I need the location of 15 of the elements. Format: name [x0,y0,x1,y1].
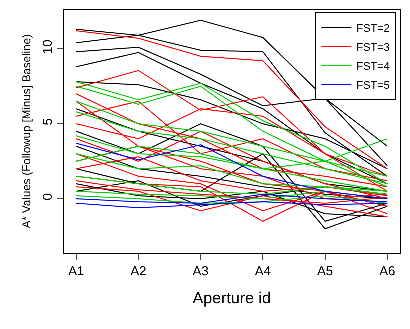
x-axis-title: Aperture id [192,290,272,308]
legend-label: FST=3 [356,42,390,54]
y-tick-label: 0 [40,193,55,201]
legend-label: FST=5 [356,80,390,92]
x-tick-label: A5 [317,264,334,279]
x-tick-label: A4 [255,264,272,279]
legend-label: FST=2 [356,23,390,36]
y-axis-title: A* Values (Followup [Minus] Baseline) [21,34,34,229]
y-tick-label: 5 [40,118,55,126]
x-tick-label: A2 [130,264,147,279]
x-tick-label: A6 [380,264,396,279]
x-tick-label: A3 [192,264,209,279]
legend-label: FST=4 [356,61,390,74]
y-tick-label: 10 [40,40,55,54]
x-tick-label: A1 [68,264,84,279]
